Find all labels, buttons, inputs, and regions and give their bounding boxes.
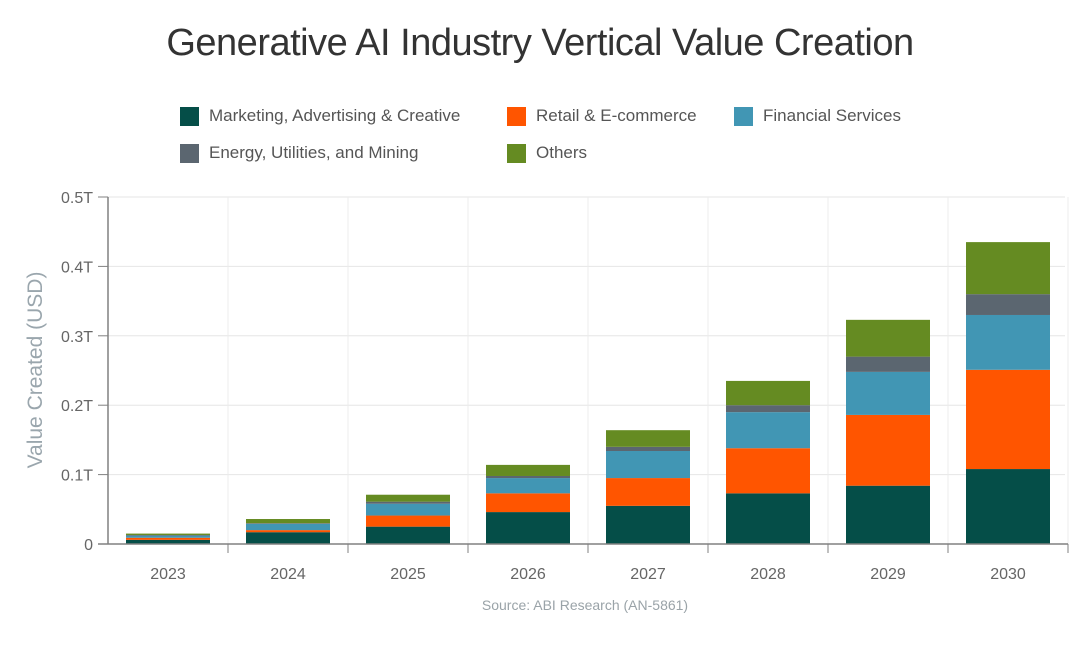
- bar-segment-2025-retail-e-commerce: [366, 515, 450, 527]
- bar-segment-2029-financial-services: [846, 371, 930, 415]
- y-tick-label: 0: [84, 537, 93, 554]
- x-tick-label: 2030: [990, 566, 1026, 583]
- bar-segment-2030-energy-utilities-and-mining: [966, 294, 1050, 315]
- legend-swatch-marketing: [180, 106, 199, 126]
- legend-swatch-energy: [180, 143, 199, 163]
- bar-segment-2028-retail-e-commerce: [726, 448, 810, 494]
- bar-segment-2026-energy-utilities-and-mining: [486, 475, 570, 479]
- bar-segment-2024-marketing-advertising-creative: [246, 532, 330, 544]
- bar-segment-2029-energy-utilities-and-mining: [846, 356, 930, 372]
- bar-segment-2029-marketing-advertising-creative: [846, 485, 930, 544]
- legend-label-retail: Retail & E-commerce: [536, 106, 697, 125]
- bar-segment-2030-others: [966, 242, 1050, 295]
- x-tick-labels: 2023 2024 2025 2026 2027 2028 2029 2030: [150, 566, 1026, 583]
- legend-swatch-others: [507, 143, 526, 163]
- legend-label-others: Others: [536, 143, 588, 162]
- bar-segment-2027-financial-services: [606, 451, 690, 479]
- bar-segment-2023-financial-services: [126, 535, 210, 538]
- x-tick-label: 2026: [510, 566, 546, 583]
- legend-item-energy[interactable]: Energy, Utilities, and Mining: [180, 143, 418, 163]
- legend-item-others[interactable]: Others: [507, 143, 587, 163]
- x-tick-label: 2025: [390, 566, 426, 583]
- bar-segment-2023-others: [126, 533, 210, 535]
- legend-swatch-retail: [507, 106, 526, 126]
- bar-segment-2030-retail-e-commerce: [966, 369, 1050, 470]
- legend-label-financial: Financial Services: [763, 106, 901, 125]
- bar-segment-2024-retail-e-commerce: [246, 530, 330, 533]
- bar-segment-2025-financial-services: [366, 503, 450, 516]
- legend-item-financial[interactable]: Financial Services: [734, 106, 901, 126]
- x-tick-label: 2024: [270, 566, 306, 583]
- source-note: Source: ABI Research (AN-5861): [481, 597, 689, 613]
- y-tick-label: 0.3T: [61, 329, 93, 346]
- bar-segment-2026-financial-services: [486, 478, 570, 494]
- bar-segment-2026-others: [486, 464, 570, 476]
- y-tick-label: 0.5T: [61, 190, 93, 207]
- bar-segment-2024-energy-utilities-and-mining: [246, 523, 330, 524]
- legend-label-marketing: Marketing, Advertising & Creative: [209, 106, 461, 125]
- y-tick-label: 0.2T: [61, 398, 93, 415]
- bar-segment-2025-others: [366, 494, 450, 502]
- x-tick-label: 2023: [150, 566, 186, 583]
- legend-swatch-financial: [734, 106, 753, 126]
- bar-segment-2023-marketing-advertising-creative: [126, 539, 210, 544]
- bar-segment-2024-financial-services: [246, 523, 330, 531]
- axes: [98, 196, 1069, 553]
- bar-segment-2026-marketing-advertising-creative: [486, 512, 570, 544]
- bar-segment-2024-others: [246, 519, 330, 524]
- bar-segment-2029-others: [846, 319, 930, 357]
- bar-segment-2030-marketing-advertising-creative: [966, 469, 1050, 544]
- bar-segment-2027-marketing-advertising-creative: [606, 505, 690, 544]
- x-tick-label: 2029: [870, 566, 906, 583]
- bar-segment-2028-financial-services: [726, 412, 810, 449]
- bar-segment-2025-energy-utilities-and-mining: [366, 501, 450, 504]
- y-tick-label: 0.4T: [61, 259, 93, 276]
- x-tick-label: 2027: [630, 566, 666, 583]
- y-tick-labels: 0 0.1T 0.2T 0.3T 0.4T 0.5T: [61, 190, 93, 554]
- bar-segment-2028-energy-utilities-and-mining: [726, 405, 810, 413]
- bar-segment-2025-marketing-advertising-creative: [366, 526, 450, 544]
- bar-segment-2028-others: [726, 380, 810, 406]
- y-axis-label: Value Created (USD): [24, 272, 47, 469]
- y-tick-label: 0.1T: [61, 468, 93, 485]
- bar-segment-2030-financial-services: [966, 314, 1050, 370]
- bar-segment-2028-marketing-advertising-creative: [726, 493, 810, 544]
- bars: [126, 242, 1050, 544]
- legend-item-retail[interactable]: Retail & E-commerce: [507, 106, 697, 126]
- legend-item-marketing[interactable]: Marketing, Advertising & Creative: [180, 106, 460, 126]
- bar-segment-2029-retail-e-commerce: [846, 414, 930, 486]
- bar-segment-2026-retail-e-commerce: [486, 493, 570, 513]
- bar-segment-2023-energy-utilities-and-mining: [126, 534, 210, 536]
- x-tick-label: 2028: [750, 566, 786, 583]
- bar-segment-2027-retail-e-commerce: [606, 478, 690, 506]
- bar-segment-2027-others: [606, 430, 690, 447]
- bar-segment-2023-retail-e-commerce: [126, 537, 210, 540]
- legend-label-energy: Energy, Utilities, and Mining: [209, 143, 419, 162]
- bar-segment-2027-energy-utilities-and-mining: [606, 446, 690, 452]
- chart-title: Generative AI Industry Vertical Value Cr…: [166, 22, 914, 64]
